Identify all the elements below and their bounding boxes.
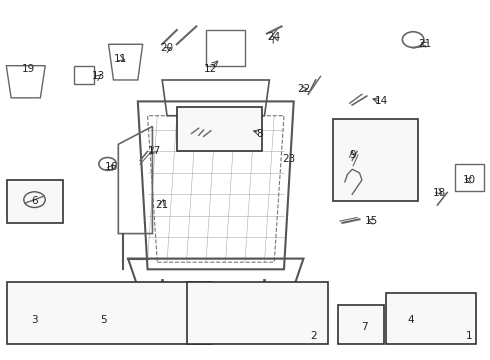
Text: 21: 21	[155, 200, 169, 210]
FancyBboxPatch shape	[7, 180, 63, 223]
FancyBboxPatch shape	[333, 119, 418, 202]
Text: 20: 20	[161, 43, 173, 53]
Text: 8: 8	[256, 129, 263, 139]
Text: 3: 3	[31, 315, 38, 325]
Text: 7: 7	[361, 322, 368, 332]
Text: 12: 12	[204, 64, 218, 74]
Text: 13: 13	[92, 71, 105, 81]
Text: 1: 1	[466, 332, 472, 342]
FancyBboxPatch shape	[386, 293, 476, 344]
Text: 19: 19	[22, 64, 35, 74]
Text: 4: 4	[407, 315, 414, 325]
Text: 17: 17	[148, 147, 162, 157]
Text: 5: 5	[100, 315, 107, 325]
Text: 24: 24	[268, 32, 281, 42]
Text: 6: 6	[31, 197, 38, 206]
Text: 21: 21	[418, 39, 432, 49]
FancyBboxPatch shape	[7, 282, 212, 344]
Text: 10: 10	[463, 175, 476, 185]
FancyBboxPatch shape	[177, 107, 262, 152]
FancyBboxPatch shape	[338, 305, 384, 344]
Text: 15: 15	[365, 216, 378, 226]
Text: 23: 23	[282, 154, 295, 163]
Text: 11: 11	[114, 54, 127, 64]
FancyBboxPatch shape	[187, 282, 328, 344]
Text: 22: 22	[297, 84, 310, 94]
Text: 9: 9	[349, 150, 356, 160]
Text: 18: 18	[433, 188, 446, 198]
Text: 16: 16	[104, 162, 118, 172]
Text: 2: 2	[310, 332, 317, 342]
Text: 14: 14	[375, 96, 388, 107]
